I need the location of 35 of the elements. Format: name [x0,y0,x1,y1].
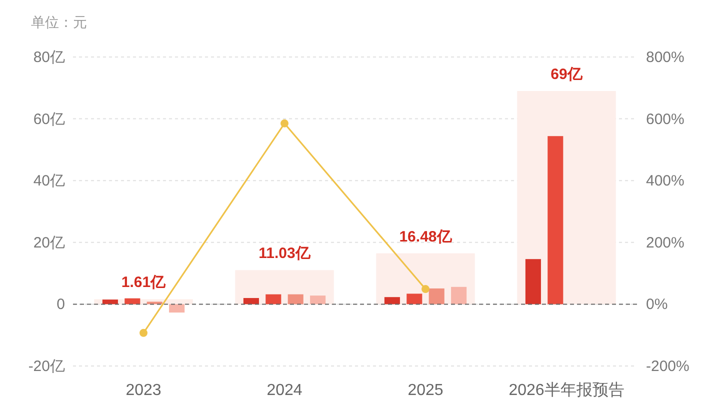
data-label: 69亿 [550,66,584,83]
y-axis-title: 单位：元 [31,14,87,30]
data-label: 1.61亿 [121,274,167,292]
data-label: 16.48亿 [399,228,453,246]
x-tick-label: 2024 [266,382,302,399]
bar [384,297,400,304]
point [280,119,288,128]
bar [525,259,541,304]
bar [266,294,282,304]
y-tick-label: 60亿 [33,110,65,128]
y2-tick-label: -200% [646,358,690,375]
bar [310,296,326,304]
point [140,328,148,337]
y2-tick-label: 0% [646,296,668,314]
y2-tick-label: 400% [646,172,684,190]
bar [243,298,259,304]
y-tick-label: 0 [56,296,65,314]
bar [548,136,564,304]
y-tick-label: -20亿 [28,358,65,375]
y-tick-label: 20亿 [33,234,65,252]
bar [288,294,304,304]
y2-tick-label: 200% [646,234,684,252]
y-tick-label: 40亿 [33,172,65,190]
x-tick-label: 2023 [126,382,162,399]
y2-tick-label: 800% [646,49,684,66]
x-tick-label: 2025 [408,382,444,399]
y2-tick-label: 600% [646,110,684,128]
bar [406,294,422,304]
bar [428,288,444,304]
bar [451,286,467,304]
data-label: 11.03亿 [258,245,312,262]
bar [169,304,185,313]
x-tick-label: 2026半年报预告 [508,381,624,399]
y-tick-label: 80亿 [33,49,65,66]
point [422,285,430,294]
